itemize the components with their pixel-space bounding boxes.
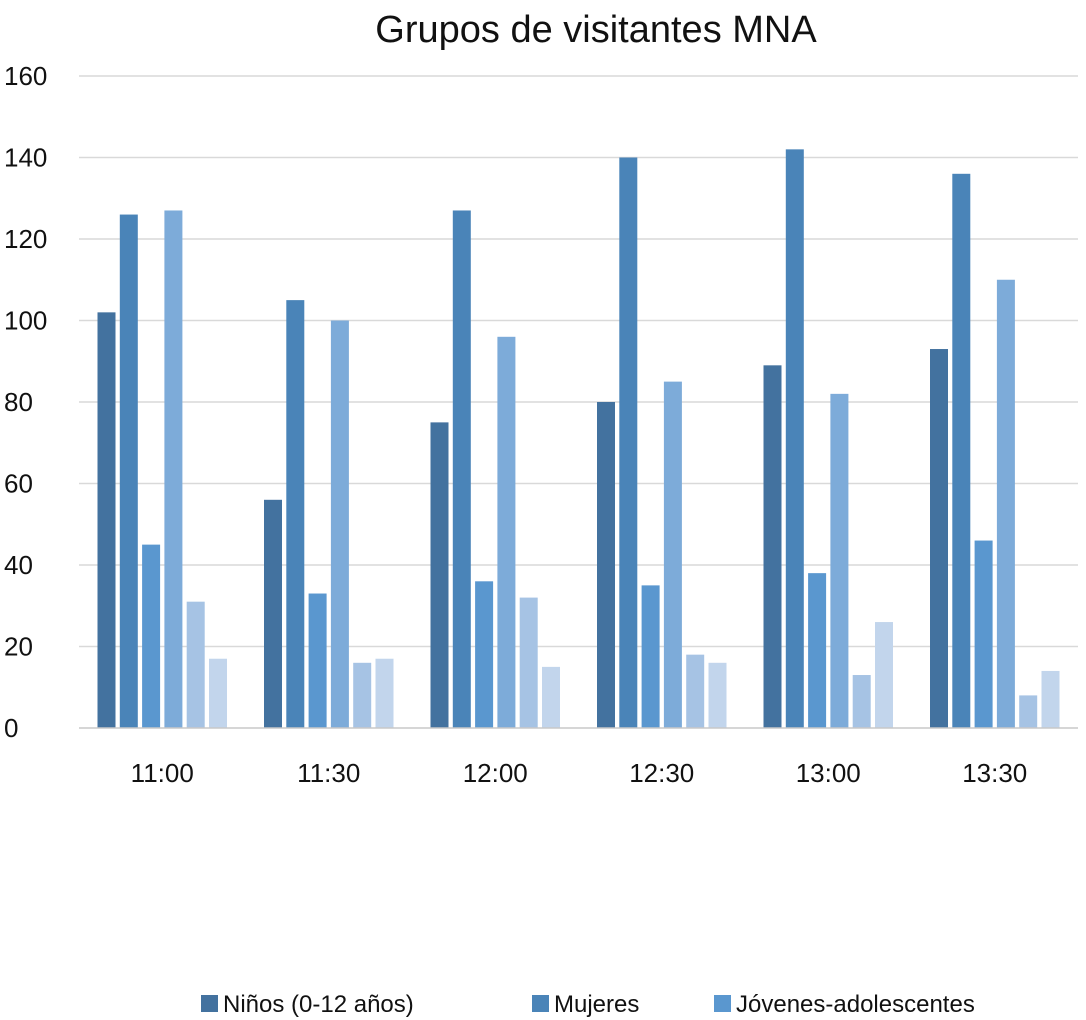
gridlines [79,75,1078,648]
y-tick-label: 60 [4,469,33,499]
bars [97,149,1060,729]
y-axis-tick-labels: 0 20 40 60 80 100 120 140 160 [4,61,47,743]
bar [830,393,849,728]
bar [852,675,871,728]
bar [619,157,638,728]
y-tick-label: 120 [4,224,47,254]
bar [996,279,1015,728]
bar [286,300,305,728]
bar [974,540,993,728]
x-tick-label: 13:00 [796,758,861,788]
x-tick-label: 13:30 [962,758,1027,788]
bar [430,422,449,728]
x-tick-label: 11:30 [297,758,360,788]
bar [1019,695,1038,728]
y-tick-label: 80 [4,387,33,417]
legend-swatch [532,995,549,1012]
bar [1041,670,1060,728]
bar [785,149,804,729]
x-tick-label: 12:00 [463,758,528,788]
bar [875,622,893,728]
bar [375,658,394,728]
bar [542,666,560,728]
bar [930,349,948,728]
y-tick-label: 20 [4,632,33,662]
y-tick-label: 140 [4,143,47,173]
bar [497,336,516,728]
bar [708,662,727,728]
bar [308,593,327,728]
bar [186,601,205,728]
legend-label: Jóvenes-adolescentes [736,991,975,1018]
y-tick-label: 100 [4,306,47,336]
bar [142,544,161,728]
bar [641,585,660,728]
bar [119,214,138,729]
bar [475,581,494,728]
y-tick-label: 40 [4,550,33,580]
bar [330,320,349,728]
bar [952,173,971,729]
bar [353,662,372,728]
legend-label: Mujeres [554,991,639,1018]
bar [519,597,538,728]
bar [164,210,183,729]
legend: Niños (0-12 años) Mujeres Jóvenes-adolesce… [201,991,975,1018]
y-tick-label: 0 [4,713,18,743]
bar [597,402,615,728]
legend-swatch [201,995,218,1012]
y-tick-label: 160 [4,61,47,91]
bar [264,499,282,728]
bar [97,312,116,728]
x-tick-label: 12:30 [629,758,694,788]
legend-label: Niños (0-12 años) [223,991,414,1018]
bar [686,654,705,728]
bar [452,210,471,729]
bar [663,381,682,728]
bar [209,658,227,728]
bar [763,365,782,728]
bar [808,573,827,728]
legend-swatch [714,995,731,1012]
x-axis-tick-labels: 11:00 11:30 12:00 12:30 13:00 13:30 [131,758,1028,788]
chart-title: Grupos de visitantes MNA [375,9,817,51]
x-tick-label: 11:00 [131,758,194,788]
